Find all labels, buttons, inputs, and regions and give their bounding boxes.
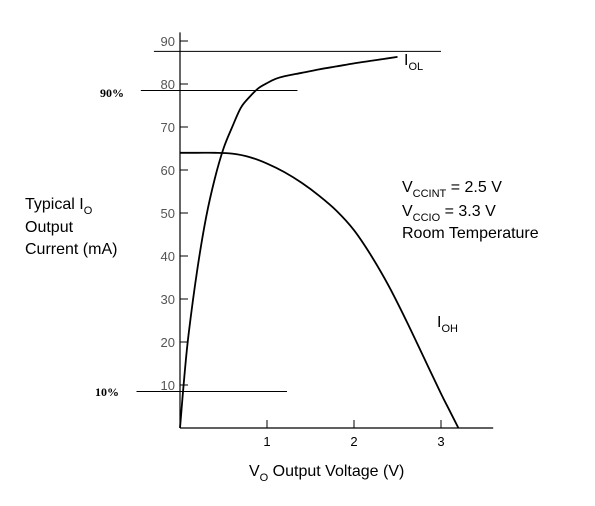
x-tick-label-3: 3 bbox=[437, 434, 444, 449]
y-tick-label-30: 30 bbox=[161, 292, 175, 307]
x-tick-label-2: 2 bbox=[350, 434, 357, 449]
series-curve-ioh bbox=[180, 151, 460, 429]
x-axis-label: VO Output Voltage (V) bbox=[249, 463, 404, 484]
annotation-vccint: VCCINT = 2.5 V bbox=[402, 179, 502, 200]
y-tick-label-20: 20 bbox=[161, 335, 175, 350]
ref-label-90-percent: 90% bbox=[100, 86, 124, 100]
ref-label-10-percent: 10% bbox=[95, 385, 119, 399]
series-label-ioh: IOH bbox=[437, 314, 458, 335]
annotation-room-temperature: Room Temperature bbox=[402, 225, 539, 242]
annotation-vccio: VCCIO = 3.3 V bbox=[402, 203, 496, 224]
curves bbox=[179, 56, 460, 429]
y-axis-label-line2: Output bbox=[25, 219, 74, 236]
y-axis-label-line1: Typical IO bbox=[25, 196, 93, 217]
y-tick-label-60: 60 bbox=[161, 163, 175, 178]
x-tick-label-1: 1 bbox=[263, 434, 270, 449]
y-tick-label-10: 10 bbox=[161, 378, 175, 393]
reference-lines bbox=[136, 50, 441, 392]
labels: Typical IO Output Current (mA) VO Output… bbox=[25, 52, 539, 484]
y-tick-label-50: 50 bbox=[161, 206, 175, 221]
y-tick-label-80: 80 bbox=[161, 77, 175, 92]
y-tick-label-70: 70 bbox=[161, 120, 175, 135]
series-curve-iol bbox=[179, 56, 398, 429]
y-tick-label-90: 90 bbox=[161, 34, 175, 49]
ticks: 10 20 30 40 50 60 70 80 90 1 2 3 bbox=[161, 34, 445, 449]
y-axis-label-line3: Current (mA) bbox=[25, 241, 117, 258]
series-label-iol: IOL bbox=[404, 52, 423, 73]
y-tick-label-40: 40 bbox=[161, 249, 175, 264]
